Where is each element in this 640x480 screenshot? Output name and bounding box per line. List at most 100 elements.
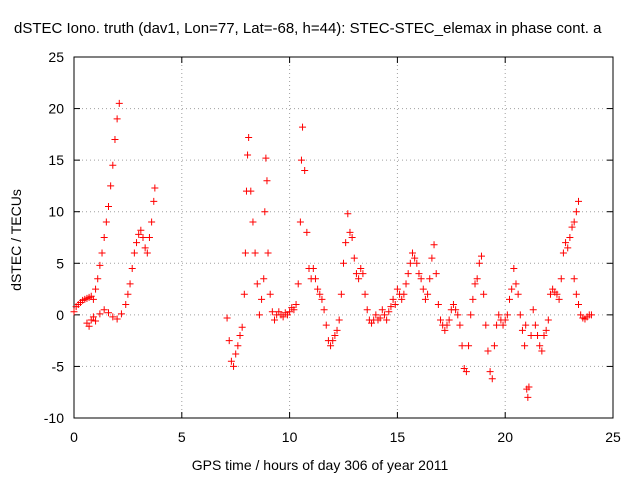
data-point — [238, 323, 246, 331]
data-point — [538, 347, 546, 355]
data-point — [555, 295, 563, 303]
data-point — [266, 290, 274, 298]
data-point — [303, 228, 311, 236]
x-tick-label: 10 — [282, 429, 298, 445]
data-point — [449, 301, 457, 309]
data-point — [109, 313, 117, 321]
data-point — [542, 326, 550, 334]
axis-ticks: 0 5 10 15 20 25 -10 -5 0 5 10 15 20 25 — [44, 49, 621, 445]
data-point — [411, 254, 419, 262]
data-point — [501, 316, 509, 324]
data-point — [421, 295, 429, 303]
data-point — [151, 184, 159, 192]
data-point — [261, 208, 269, 216]
data-point — [113, 115, 121, 123]
data-point — [428, 254, 436, 262]
data-point — [443, 321, 451, 329]
data-point — [387, 303, 395, 311]
data-point — [516, 311, 524, 319]
data-point — [122, 301, 130, 309]
data-point — [570, 275, 578, 283]
data-point — [249, 218, 257, 226]
data-point — [495, 311, 503, 319]
data-point — [128, 264, 136, 272]
data-point — [544, 316, 552, 324]
data-point — [352, 270, 360, 278]
data-point — [417, 275, 425, 283]
data-point — [404, 270, 412, 278]
data-point — [94, 275, 102, 283]
data-point — [96, 310, 104, 318]
data-point — [389, 295, 397, 303]
data-point — [299, 123, 307, 131]
data-point — [572, 290, 580, 298]
data-point — [434, 301, 442, 309]
data-point — [107, 182, 115, 190]
x-tick-label: 5 — [178, 429, 186, 445]
data-point — [462, 368, 470, 376]
data-point — [294, 280, 302, 288]
data-point — [508, 285, 516, 293]
data-point — [477, 252, 485, 260]
data-point — [484, 347, 492, 355]
data-point — [98, 249, 106, 257]
data-point — [471, 280, 479, 288]
data-point — [372, 311, 380, 319]
data-point — [458, 342, 466, 350]
data-point — [223, 314, 231, 322]
data-point — [244, 151, 252, 159]
data-point — [437, 316, 445, 324]
data-point — [536, 342, 544, 350]
data-point — [575, 197, 583, 205]
y-tick-label: 0 — [56, 307, 64, 323]
y-axis-label: dSTEC / TECUs — [8, 189, 24, 291]
data-point — [301, 166, 309, 174]
data-point — [264, 249, 272, 257]
data-point — [331, 331, 339, 339]
data-point — [327, 342, 335, 350]
data-point — [126, 280, 134, 288]
data-point — [506, 295, 514, 303]
data-point — [137, 226, 145, 234]
data-point — [524, 393, 532, 401]
data-point — [133, 239, 141, 247]
data-point — [340, 259, 347, 267]
data-point — [480, 290, 488, 298]
data-point — [473, 275, 481, 283]
data-points — [70, 99, 595, 401]
data-point — [529, 306, 537, 314]
data-point — [271, 316, 279, 324]
data-point — [346, 228, 354, 236]
data-point — [70, 308, 78, 316]
data-point — [490, 342, 498, 350]
data-point — [316, 290, 324, 298]
data-point — [408, 249, 416, 257]
data-point — [311, 275, 319, 283]
data-point — [441, 326, 449, 334]
data-point — [454, 311, 462, 319]
grid-lines — [74, 57, 613, 418]
data-point — [253, 280, 261, 288]
plot-frame — [73, 56, 614, 419]
data-point — [145, 234, 153, 241]
y-tick-label: 15 — [48, 152, 64, 168]
y-tick-label: -5 — [52, 358, 65, 374]
y-tick-label: 5 — [56, 255, 64, 271]
data-point — [117, 310, 125, 318]
data-point — [426, 275, 434, 283]
data-point — [342, 239, 350, 247]
data-point — [361, 290, 369, 298]
data-point — [102, 218, 110, 226]
data-point — [109, 161, 117, 169]
data-point — [521, 342, 529, 350]
data-point — [499, 321, 507, 329]
data-point — [279, 313, 287, 321]
data-point — [557, 275, 565, 283]
data-point — [564, 244, 572, 252]
data-point — [263, 177, 271, 185]
data-point — [292, 301, 300, 309]
data-point — [380, 311, 388, 319]
data-point — [493, 321, 501, 329]
data-point — [553, 290, 561, 298]
